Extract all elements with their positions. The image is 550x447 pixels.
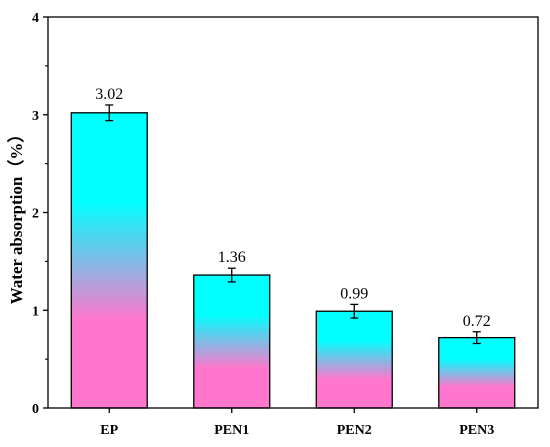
error-bars-layer <box>105 104 481 345</box>
y-tick-label-4: 4 <box>32 11 39 26</box>
x-tick-label-pen3: PEN3 <box>459 423 494 438</box>
data-label-pen2: 0.99 <box>340 285 368 302</box>
bar-pen2 <box>315 310 393 409</box>
bars-layer <box>70 112 516 409</box>
y-tick-label-0: 0 <box>32 402 39 417</box>
data-labels-layer: 3.02 1.36 0.99 0.72 <box>95 86 491 330</box>
x-tick-label-pen2: PEN2 <box>337 423 372 438</box>
data-label-pen1: 1.36 <box>218 249 246 266</box>
data-label-pen3: 0.72 <box>463 313 491 330</box>
bar-pen3 <box>438 336 516 409</box>
y-tick-label-2: 2 <box>32 207 39 222</box>
y-tick-label-3: 3 <box>32 109 39 124</box>
bar-pen1 <box>193 274 271 409</box>
data-label-ep: 3.02 <box>95 86 123 103</box>
bar-ep <box>70 112 148 409</box>
x-tick-label-pen1: PEN1 <box>214 423 249 438</box>
x-tick-label-ep: EP <box>100 423 118 438</box>
y-axis-title: Water absorption（%） <box>6 126 26 305</box>
axes-layer: EP PEN1 PEN2 PEN3 0 1 2 3 4 <box>32 11 539 438</box>
y-tick-label-1: 1 <box>32 304 39 319</box>
